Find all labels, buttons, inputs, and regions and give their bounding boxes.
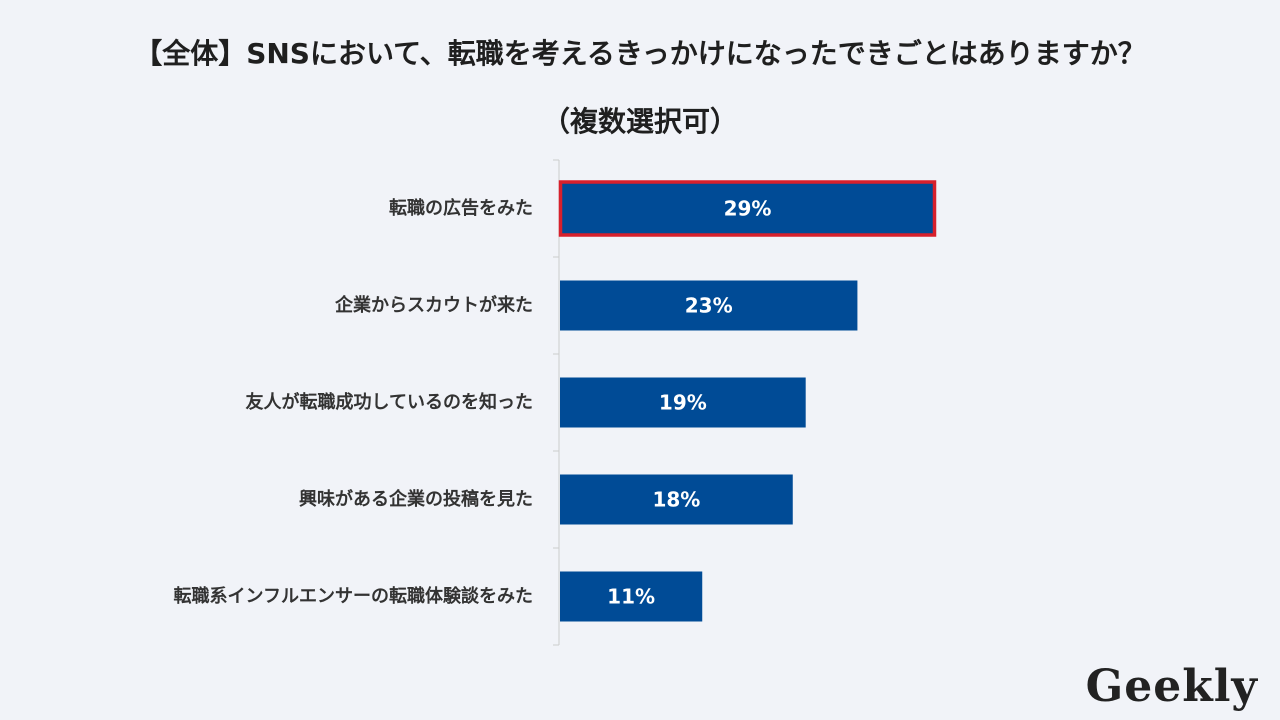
category-label: 転職系インフルエンサーの転職体験談をみた <box>174 585 533 607</box>
chart-subtitle: （複数選択可） <box>541 105 738 138</box>
bar-value-label: 18% <box>652 488 700 512</box>
bar-value-label: 29% <box>724 197 772 221</box>
bar <box>560 377 806 428</box>
category-label: 興味がある企業の投稿を見た <box>299 488 533 510</box>
bar <box>560 280 858 331</box>
chart-title: 【全体】SNSにおいて、転職を考えるきっかけになったできごとはありますか？ <box>134 37 1146 70</box>
category-label: 転職の広告をみた <box>389 197 533 219</box>
highlight-outline <box>558 180 937 237</box>
bar <box>560 474 793 525</box>
bar <box>560 183 935 234</box>
bar-value-label: 11% <box>607 585 655 609</box>
bar <box>560 571 703 622</box>
bar-value-label: 19% <box>659 391 707 415</box>
geekly-logo: Geekly <box>1085 661 1258 712</box>
category-label: 企業からスカウトが来た <box>334 294 533 316</box>
category-label: 友人が転職成功しているのを知った <box>246 391 533 413</box>
bar-value-label: 23% <box>685 294 733 318</box>
